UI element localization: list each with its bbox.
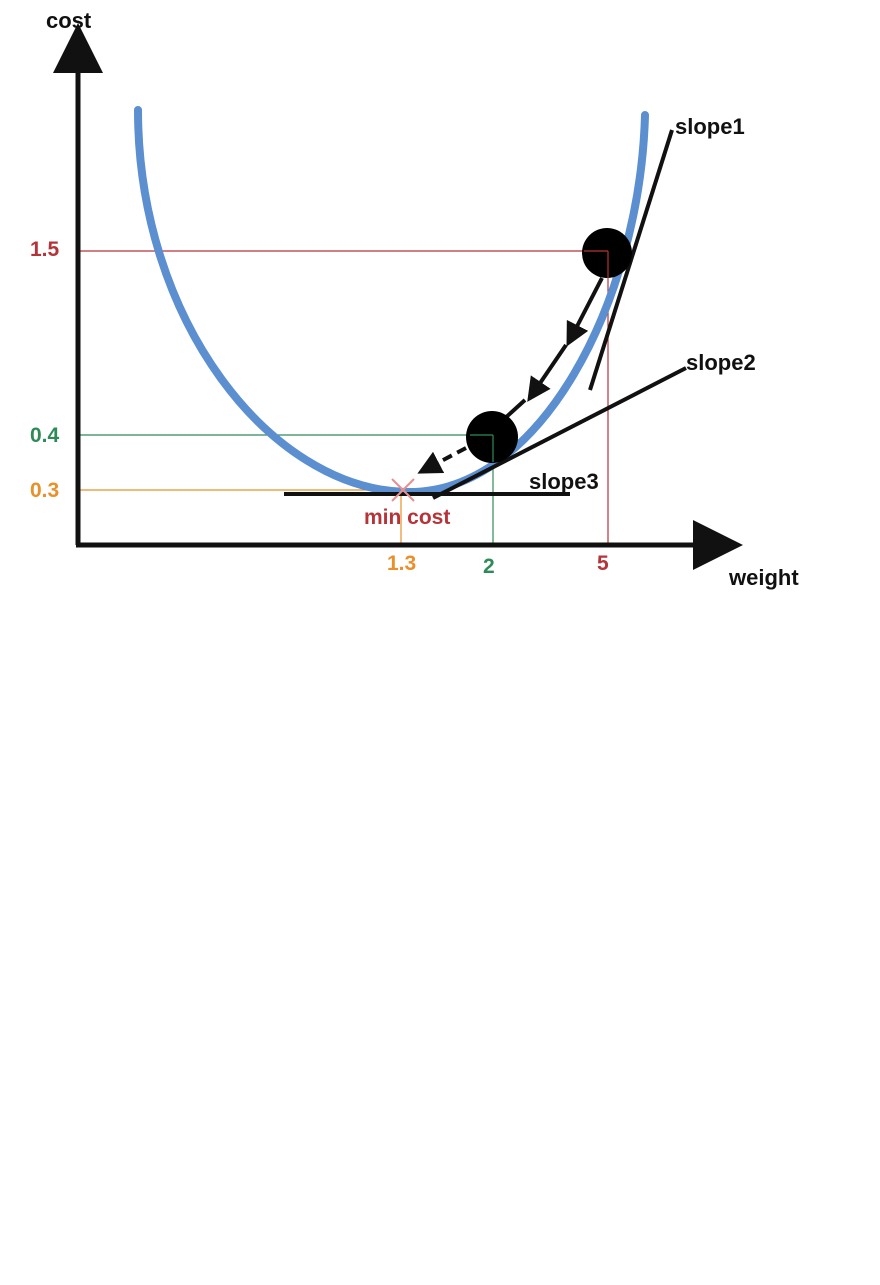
axes (53, 23, 743, 570)
y-tick-0.4: 0.4 (30, 424, 60, 447)
guide-lines (78, 250, 609, 545)
tangent-line-slope2 (432, 366, 687, 500)
min-cost-label: min cost (364, 506, 450, 529)
x-tick-5: 5 (597, 552, 609, 575)
slope3-label: slope3 (529, 469, 599, 494)
minimum-marker (391, 478, 415, 502)
y-tick-0.3: 0.3 (30, 479, 59, 502)
ball-start (582, 228, 632, 278)
descent-arrow-4 (417, 446, 467, 474)
descent-arrow-1 (566, 277, 604, 347)
x-tick-1.3: 1.3 (387, 552, 416, 575)
x-tick-2: 2 (483, 555, 495, 578)
slope2-label: slope2 (686, 350, 756, 375)
x-axis-label: weight (728, 565, 799, 590)
y-tick-1.5: 1.5 (30, 238, 60, 261)
slope1-label: slope1 (675, 114, 745, 139)
y-axis-label: cost (46, 8, 92, 33)
ball-middle (466, 411, 518, 463)
descent-arrow-2 (527, 343, 568, 402)
